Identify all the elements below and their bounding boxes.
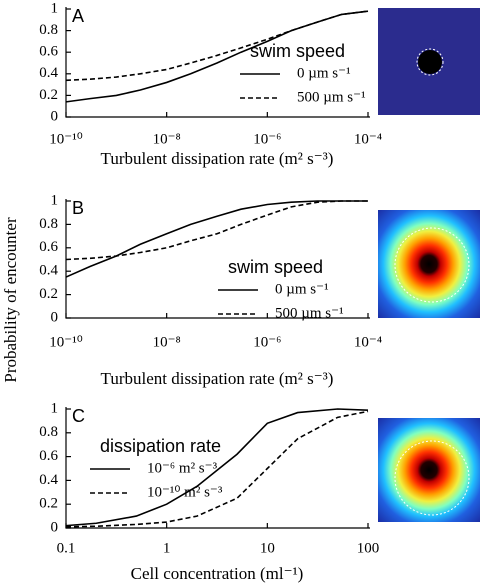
- legend-label: 10⁻¹⁰ m² s⁻³: [147, 484, 223, 500]
- y-tick-label: 0.2: [39, 87, 58, 103]
- x-tick-label: 10⁻¹⁰: [49, 131, 82, 147]
- data-line: [65, 410, 369, 528]
- x-tick-label: 10⁻¹⁰: [49, 334, 82, 350]
- y-tick-label: 0.8: [39, 22, 58, 38]
- legend-title: swim speed: [228, 257, 323, 277]
- panel-label: B: [72, 198, 84, 218]
- inset-b: [378, 210, 480, 318]
- x-tick-label: 10⁻⁸: [153, 131, 181, 147]
- x-tick-label: 1: [163, 540, 171, 556]
- x-tick-label: 10⁻⁴: [354, 131, 382, 147]
- y-tick-label: 1: [51, 0, 59, 16]
- y-axis-title: Probability of encounter: [1, 217, 20, 383]
- legend-title: dissipation rate: [100, 436, 221, 456]
- y-tick-label: 0.6: [39, 44, 58, 60]
- x-tick-label: 10⁻⁶: [253, 131, 281, 147]
- panel-label: A: [72, 6, 84, 26]
- y-tick-label: 0.8: [39, 216, 58, 232]
- y-tick-label: 0.8: [39, 424, 58, 440]
- y-tick-label: 1: [51, 192, 59, 208]
- y-tick-label: 0.2: [39, 496, 58, 512]
- legend-label: 0 µm s⁻¹: [297, 65, 351, 81]
- legend-title: swim speed: [250, 41, 345, 61]
- y-tick-label: 0.6: [39, 448, 58, 464]
- x-axis-title: Turbulent dissipation rate (m² s⁻³): [101, 149, 334, 168]
- panel: B 0 0.2 0.4 0.6 0.8 1 10⁻¹⁰ 10⁻⁸ 10⁻⁶ 10⁻⁴ Turbulen…: [39, 192, 382, 387]
- x-axis-title: Cell concentration (ml⁻¹): [131, 564, 304, 583]
- x-tick-label: 0.1: [57, 540, 76, 556]
- y-tick-label: 0.2: [39, 286, 58, 302]
- legend-label: 10⁻⁶ m² s⁻³: [147, 460, 218, 476]
- data-line: [65, 10, 369, 82]
- inset-a: [378, 8, 480, 115]
- data-line: [65, 408, 369, 527]
- legend-label: 500 µm s⁻¹: [297, 89, 366, 105]
- y-tick-label: 0.4: [39, 472, 58, 488]
- y-tick-label: 0: [51, 309, 59, 325]
- y-tick-label: 0: [51, 519, 59, 535]
- panel: C 0 0.2 0.4 0.6 0.8 1 0.1 1 10 100 Cell concentrati…: [39, 400, 379, 582]
- panel-label: C: [72, 406, 85, 426]
- x-tick-label: 10: [260, 540, 275, 556]
- x-axis-title: Turbulent dissipation rate (m² s⁻³): [101, 369, 334, 388]
- x-tick-label: 10⁻⁶: [253, 334, 281, 350]
- legend-label: 0 µm s⁻¹: [275, 281, 329, 297]
- y-tick-label: 1: [51, 400, 59, 416]
- x-tick-label: 100: [357, 540, 380, 556]
- x-tick-label: 10⁻⁸: [153, 334, 181, 350]
- x-tick-label: 10⁻⁴: [354, 334, 382, 350]
- y-tick-label: 0.4: [39, 65, 58, 81]
- y-tick-label: 0: [51, 108, 59, 124]
- y-tick-label: 0.4: [39, 263, 58, 279]
- y-tick-label: 0.6: [39, 239, 58, 255]
- inset-c: [378, 418, 480, 522]
- legend-label: 500 µm s⁻¹: [275, 305, 344, 321]
- data-line: [65, 200, 368, 261]
- panel: A 0 0.2 0.4 0.6 0.8 1 10⁻¹⁰ 10⁻⁸ 10⁻⁶ 10⁻⁴ Turbulen…: [39, 0, 382, 167]
